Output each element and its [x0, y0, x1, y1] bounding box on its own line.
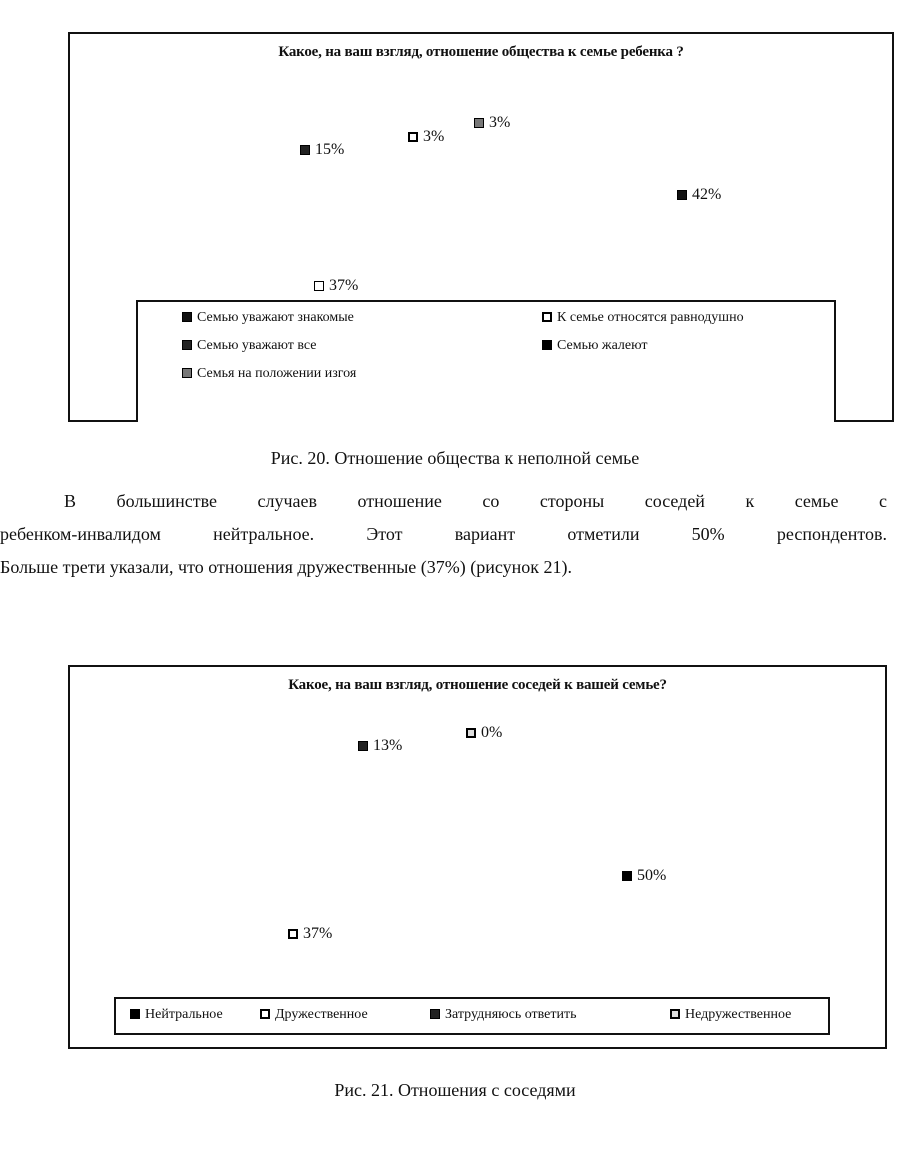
legend-item: Семью жалеют	[542, 338, 648, 354]
legend-item: Семья на положении изгоя	[182, 366, 356, 382]
legend-swatch	[182, 368, 192, 378]
data-label-0: 0%	[466, 724, 502, 742]
data-label-3b: 3%	[474, 114, 510, 132]
legend-item: Нейтральное	[130, 1007, 223, 1023]
legend-swatch	[130, 1009, 140, 1019]
legend-swatch	[182, 312, 192, 322]
legend-swatch	[182, 340, 192, 350]
legend-item: Недружественное	[670, 1007, 791, 1023]
paragraph-line: Больше трети указали, что отношения друж…	[0, 557, 573, 577]
paragraph-line: В большинстве случаев отношение со сторо…	[64, 491, 887, 511]
data-label-13: 13%	[358, 737, 402, 755]
legend-item: К семье относятся равнодушно	[542, 310, 744, 326]
legend-swatch	[430, 1009, 440, 1019]
legend-item: Семью уважают все	[182, 338, 316, 354]
chart-legend: Семью уважают знакомые К семье относятся…	[136, 300, 836, 422]
data-label-37: 37%	[314, 277, 358, 295]
figure-caption-21: Рис. 21. Отношения с соседями	[334, 1080, 576, 1100]
data-label-15: 15%	[300, 141, 344, 159]
legend-item: Дружественное	[260, 1007, 368, 1023]
body-paragraph: В большинстве случаев отношение со сторо…	[0, 485, 910, 584]
legend-swatch	[260, 1009, 270, 1019]
legend-item: Семью уважают знакомые	[182, 310, 354, 326]
chart-legend: Нейтральное Дружественное Затрудняюсь от…	[114, 997, 830, 1035]
data-label-50: 50%	[622, 867, 666, 885]
chart-title: Какое, на ваш взгляд, отношение общества…	[278, 44, 684, 60]
paragraph-line: ребенком-инвалидом нейтральное. Этот вар…	[0, 524, 887, 544]
data-label-37: 37%	[288, 925, 332, 943]
chart-frame-fig21: Какое, на ваш взгляд, отношение соседей …	[68, 665, 887, 1049]
chart-frame-fig20: Какое, на ваш взгляд, отношение общества…	[68, 32, 894, 422]
figure-caption-20: Рис. 20. Отношение общества к неполной с…	[270, 448, 640, 468]
data-label-42: 42%	[677, 186, 721, 204]
legend-swatch	[542, 312, 552, 322]
chart-title: Какое, на ваш взгляд, отношение соседей …	[288, 677, 667, 693]
data-label-3a: 3%	[408, 128, 444, 146]
legend-swatch	[670, 1009, 680, 1019]
legend-item: Затрудняюсь ответить	[430, 1007, 577, 1023]
legend-swatch	[542, 340, 552, 350]
